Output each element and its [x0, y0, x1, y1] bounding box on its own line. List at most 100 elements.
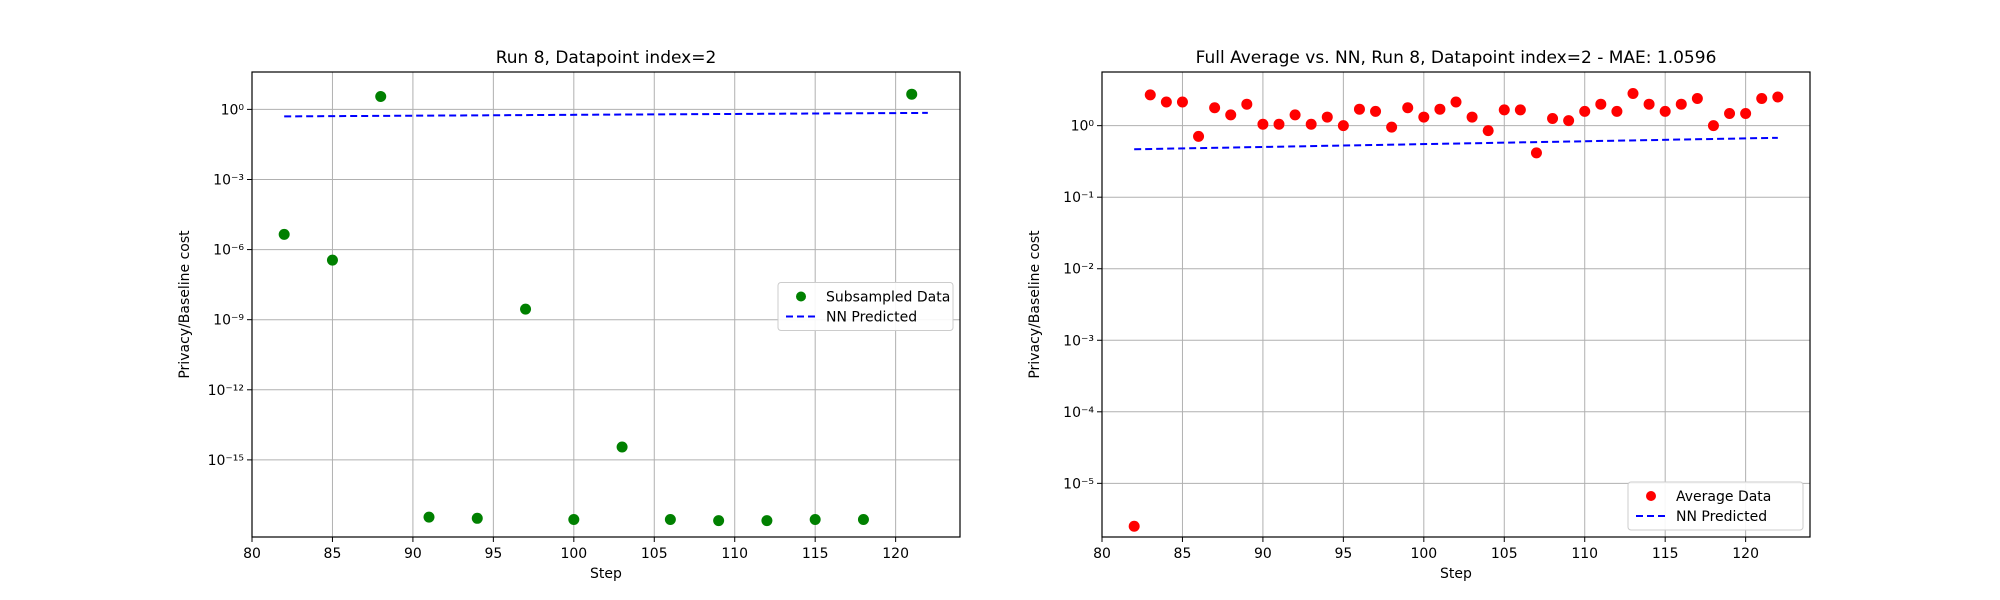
- y-tick-label: 10⁻⁴: [1063, 405, 1094, 421]
- data-point: [1595, 98, 1607, 110]
- legend-label: NN Predicted: [826, 310, 917, 326]
- x-tick-label: 110: [721, 546, 748, 562]
- legend-box: [777, 282, 954, 331]
- data-point: [1160, 96, 1172, 108]
- legend-marker-point: [796, 291, 806, 302]
- data-point: [1257, 118, 1269, 130]
- data-point: [1691, 92, 1703, 104]
- x-tick-label: 95: [484, 546, 502, 562]
- data-point: [1675, 98, 1687, 110]
- data-point: [326, 254, 338, 266]
- x-tick-label: 90: [404, 546, 422, 562]
- data-point: [568, 513, 580, 525]
- legend-box: [1627, 481, 1804, 531]
- data-point: [1482, 125, 1494, 137]
- data-point: [278, 228, 290, 240]
- x-axis-label: Step: [1440, 566, 1472, 582]
- data-point: [1466, 111, 1478, 123]
- data-point: [1643, 98, 1655, 110]
- y-tick-label: 10⁻³: [213, 172, 244, 188]
- data-point: [664, 513, 676, 525]
- data-point: [1209, 102, 1221, 114]
- legend: Subsampled Data NN Predicted: [777, 282, 954, 331]
- data-point: [1659, 105, 1671, 117]
- legend-label: NN Predicted: [1676, 509, 1767, 525]
- x-axis-label: Step: [590, 566, 622, 582]
- data-point: [1434, 103, 1446, 115]
- data-point: [1530, 147, 1542, 159]
- y-tick-label: 10⁻¹²: [208, 383, 244, 399]
- data-point: [423, 511, 435, 523]
- chart-title: Full Average vs. NN, Run 8, Datapoint in…: [1196, 48, 1717, 68]
- data-point: [1611, 105, 1623, 117]
- x-tick-label: 105: [641, 546, 668, 562]
- series-line-nn-predicted: [1134, 136, 1778, 151]
- x-tick-label: 85: [1174, 546, 1192, 562]
- data-point: [1772, 91, 1784, 103]
- x-tick-label: 110: [1571, 546, 1598, 562]
- y-tick-label: 10⁰: [221, 102, 245, 118]
- x-tick-label: 115: [1652, 546, 1679, 562]
- y-tick-label: 10⁰: [1071, 119, 1095, 135]
- axes-frame: [1101, 71, 1811, 538]
- data-point: [1337, 120, 1349, 132]
- y-tick-label: 10⁻⁵: [1063, 476, 1094, 492]
- data-point: [713, 515, 725, 527]
- data-point: [1273, 118, 1285, 130]
- axes-frame: [251, 71, 961, 538]
- data-point: [520, 303, 532, 315]
- y-tick-label: 10⁻¹: [1063, 190, 1094, 206]
- data-point: [1370, 105, 1382, 117]
- y-axis-label: Privacy/Baseline cost: [1027, 230, 1043, 379]
- x-tick-label: 105: [1491, 546, 1518, 562]
- chart-panel-1: 80 85 90 95 100 105 110 115 120 10⁰ 10⁻³ 10⁻⁶ 10⁻⁹ 10…: [177, 48, 961, 582]
- y-tick-label: 10⁻⁶: [213, 243, 244, 259]
- data-point: [1514, 104, 1526, 116]
- x-tick-label: 90: [1254, 546, 1272, 562]
- y-tick-label: 10⁻³: [1063, 333, 1094, 349]
- x-tick-label: 115: [802, 546, 829, 562]
- x-tick-label: 100: [560, 546, 587, 562]
- data-point: [1176, 96, 1188, 108]
- data-point: [1579, 105, 1591, 117]
- data-point: [1740, 107, 1752, 119]
- data-point: [1547, 113, 1559, 124]
- data-point: [375, 91, 387, 103]
- chart-panel-2: 80 85 90 95 100 105 110 115 120 10⁰ 10⁻¹ 10⁻² 10⁻³ 10…: [1027, 48, 1811, 582]
- data-point: [1225, 109, 1237, 121]
- data-point: [1707, 120, 1719, 132]
- data-point: [1353, 103, 1365, 115]
- x-tick-label: 95: [1334, 546, 1352, 562]
- y-axis-label: Privacy/Baseline cost: [177, 230, 193, 379]
- x-tick-label: 80: [243, 546, 261, 562]
- legend-marker-point: [1646, 491, 1656, 501]
- plot-area: [1102, 72, 1810, 537]
- data-point: [1498, 104, 1510, 116]
- x-tick-label: 120: [882, 546, 909, 562]
- data-point: [1450, 96, 1462, 108]
- y-tick-label: 10⁻²: [1063, 262, 1094, 278]
- x-tick-label: 80: [1093, 546, 1111, 562]
- data-point: [1386, 121, 1398, 133]
- data-point: [1241, 98, 1253, 110]
- data-point: [1321, 111, 1333, 123]
- x-tick-label: 85: [324, 546, 342, 562]
- data-point: [1724, 107, 1736, 119]
- x-tick-label: 120: [1732, 546, 1759, 562]
- data-point: [1128, 520, 1140, 532]
- data-point: [1756, 92, 1768, 104]
- y-tick-label: 10⁻¹⁵: [208, 453, 244, 469]
- data-point: [906, 88, 918, 100]
- data-point: [857, 513, 869, 525]
- legend: Average Data NN Predicted: [1627, 481, 1804, 531]
- data-point: [1193, 130, 1205, 142]
- data-point: [761, 515, 773, 527]
- data-point: [1289, 109, 1301, 121]
- data-point: [809, 513, 821, 525]
- data-point: [1627, 87, 1639, 99]
- data-point: [1418, 111, 1430, 123]
- data-point: [471, 512, 483, 524]
- chart-title: Run 8, Datapoint index=2: [496, 48, 717, 68]
- data-point: [616, 441, 628, 453]
